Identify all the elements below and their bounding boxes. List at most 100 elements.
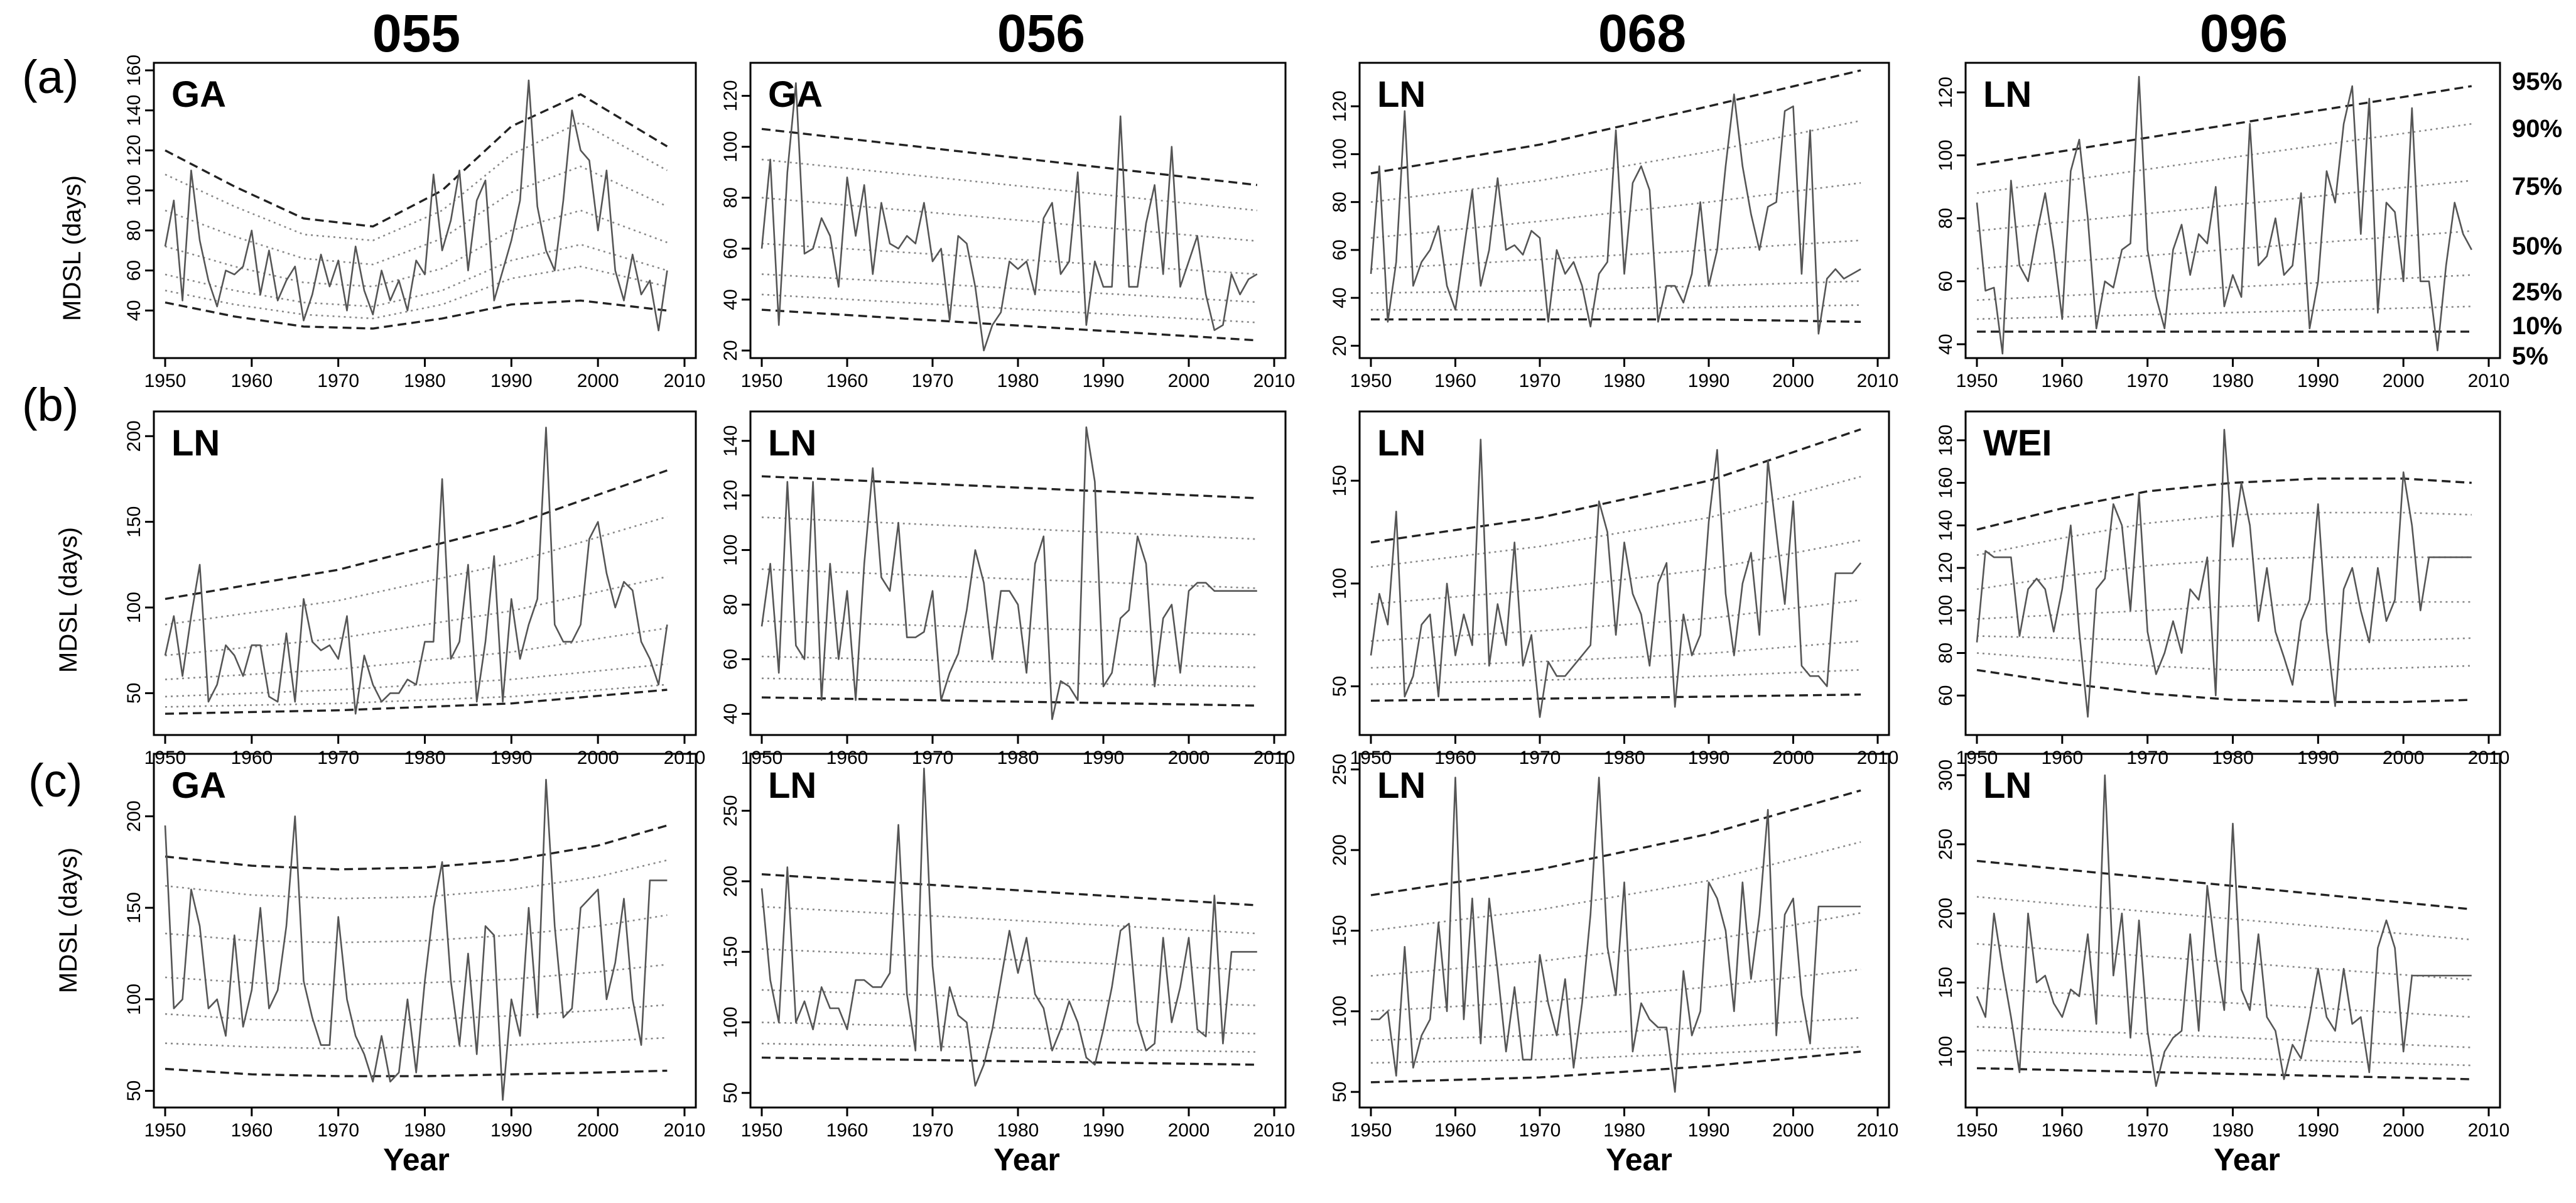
x-tick-label: 1980: [2212, 1120, 2254, 1141]
y-tick-label: 50: [124, 1081, 144, 1101]
x-tick-label: 1990: [2297, 748, 2339, 768]
panel-096-c: LN 100 150 200 250 300 1950 1960 1970 1980 1990 200…: [1935, 753, 2509, 1141]
y-tick-label: 100: [124, 592, 144, 623]
y-tick-label: 50: [1329, 676, 1350, 697]
x-tick-label: 1950: [1956, 748, 1998, 768]
mdsl-series-line: [164, 778, 668, 1101]
x-tick-label: 1980: [404, 1120, 446, 1141]
quantile-75pct: [761, 197, 1257, 242]
panel-096-b: WEI 60 80 100 120 140 160 180 1950 1960 1970 1980 19…: [1935, 410, 2509, 768]
mdsl-series-line: [1370, 438, 1862, 718]
x-tick-label: 2000: [577, 748, 619, 768]
y-tick-label: 50: [720, 1082, 741, 1103]
x-tick-label: 2000: [577, 1120, 619, 1141]
panel-056-a: GA 20 40 60 80 100 120 1950 1960 1970 1980 1990 2000…: [720, 62, 1296, 391]
x-tick-label: 1950: [741, 371, 783, 391]
quantile-50pct: [1976, 987, 2472, 1018]
x-tick-label: 2010: [1857, 1120, 1899, 1141]
distribution-label: GA: [171, 74, 226, 115]
x-tick-label: 1950: [1956, 1120, 1998, 1141]
quantile-50pct: [761, 242, 1257, 275]
quantile-95pct: [165, 824, 668, 871]
y-tick-label: 20: [720, 340, 741, 361]
y-tick-label: 80: [720, 187, 741, 208]
column-header: 056: [997, 4, 1085, 63]
mdsl-series-line: [760, 82, 1258, 352]
x-tick-label: 1950: [144, 1120, 187, 1141]
column-header: 055: [372, 4, 460, 63]
y-tick-label: 60: [720, 238, 741, 259]
percentile-label: 50%: [2512, 232, 2562, 260]
mdsl-series-line: [760, 426, 1257, 721]
percentile-label: 90%: [2512, 115, 2562, 143]
y-tick-label: 100: [1935, 139, 1956, 171]
y-tick-label: 150: [1935, 967, 1956, 998]
panel-055-c: GA 50 100 150 200 1950 1960 1970 1980 1990 2000 201…: [124, 753, 705, 1141]
x-tick-label: 1970: [2126, 1120, 2168, 1141]
y-tick-label: 150: [1329, 465, 1350, 496]
distribution-label: GA: [768, 74, 823, 115]
y-tick-label: 80: [1935, 208, 1956, 229]
x-tick-label: 2000: [2383, 748, 2425, 768]
y-tick-label: 150: [124, 892, 144, 923]
y-axis-label: MDSL (days): [58, 175, 86, 321]
quantile-75pct: [165, 914, 668, 944]
percentile-label: 25%: [2512, 278, 2562, 306]
x-tick-label: 1970: [2126, 748, 2168, 768]
y-axis-label: MDSL (days): [55, 527, 82, 673]
x-tick-label: 1950: [1350, 371, 1392, 391]
x-tick-label: 1960: [230, 1120, 273, 1141]
y-tick-label: 160: [124, 55, 144, 86]
x-tick-label: 2010: [1253, 371, 1296, 391]
quantile-75pct: [1976, 180, 2472, 232]
row-label: (c): [28, 754, 82, 807]
x-tick-label: 1960: [2041, 748, 2083, 768]
quantile-25pct: [1976, 1026, 2472, 1048]
row-label: (a): [22, 51, 78, 103]
y-tick-label: 40: [1935, 334, 1956, 354]
x-tick-label: 1980: [997, 748, 1039, 768]
y-tick-label: 80: [1329, 192, 1350, 212]
quantile-90pct: [1370, 119, 1861, 203]
mdsl-series-line: [1370, 93, 1861, 335]
y-tick-label: 120: [124, 134, 144, 166]
x-tick-label: 1970: [912, 371, 954, 391]
x-tick-label: 1990: [2297, 371, 2339, 391]
y-tick-label: 60: [1329, 239, 1350, 260]
quantile-25pct: [761, 273, 1257, 303]
x-tick-label: 1980: [404, 748, 446, 768]
quantile-10pct: [1976, 652, 2472, 671]
percentile-label: 75%: [2512, 173, 2562, 200]
x-tick-label: 1970: [2126, 371, 2168, 391]
x-tick-label: 1980: [1603, 748, 1645, 768]
x-tick-label: 1970: [912, 748, 954, 768]
y-tick-label: 200: [720, 866, 741, 897]
x-tick-label: 1960: [230, 371, 273, 391]
y-tick-label: 200: [124, 800, 144, 832]
x-tick-label: 2000: [577, 371, 619, 391]
y-tick-label: 120: [1329, 90, 1350, 122]
x-tick-label: 2010: [2468, 371, 2510, 391]
quantile-95pct: [1976, 85, 2472, 166]
x-tick-label: 1980: [2212, 371, 2254, 391]
quantile-10pct: [761, 677, 1257, 688]
y-tick-label: 180: [1935, 425, 1956, 456]
distribution-label: LN: [768, 423, 816, 464]
x-tick-label: 1980: [404, 371, 446, 391]
quantile-5pct: [1371, 318, 1861, 323]
quantile-75pct: [1976, 943, 2472, 981]
quantile-50pct: [761, 989, 1257, 1006]
x-tick-label: 1950: [1350, 748, 1392, 768]
y-tick-label: 100: [124, 984, 144, 1015]
x-tick-label: 1950: [144, 748, 187, 768]
y-tick-label: 100: [1329, 996, 1350, 1027]
x-tick-label: 1960: [230, 748, 273, 768]
percentile-label: 10%: [2512, 312, 2562, 340]
y-tick-label: 100: [720, 535, 741, 566]
y-tick-label: 200: [1329, 834, 1350, 866]
x-tick-label: 2010: [1253, 748, 1296, 768]
quantile-5pct: [1370, 1050, 1861, 1084]
y-tick-label: 40: [124, 300, 144, 321]
y-tick-label: 80: [1935, 643, 1956, 663]
x-tick-label: 1990: [1688, 1120, 1730, 1141]
